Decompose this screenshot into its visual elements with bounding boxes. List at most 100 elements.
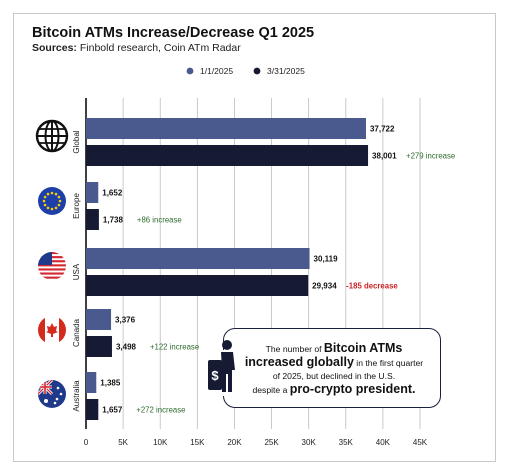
callout-text: The number of Bitcoin ATMs increased glo… — [231, 342, 437, 397]
callout-line2-emphasis: increased globally — [244, 355, 354, 369]
x-tick-label: 10K — [153, 438, 168, 447]
change-label: +279 increase — [406, 152, 455, 161]
bar-value-label: 1,385 — [100, 379, 121, 388]
bar-value-label: 1,652 — [102, 189, 123, 198]
eu-star — [54, 192, 58, 196]
sources-text: Finbold research, Coin ATm Radar — [76, 42, 241, 54]
bar — [86, 209, 99, 230]
bar — [86, 248, 310, 269]
svg-text:$: $ — [211, 368, 219, 383]
bar — [86, 118, 366, 139]
eu-star — [50, 207, 54, 211]
au-star — [55, 397, 59, 401]
bar — [86, 182, 99, 203]
maple-leaf — [46, 323, 58, 337]
x-tick-label: 35K — [339, 438, 354, 447]
category-group-global: 37,722 38,001 +279 increase Global — [72, 118, 455, 166]
ca-flag-body — [38, 316, 66, 344]
bar-value-label: 3,376 — [115, 316, 136, 325]
change-label: +272 increase — [136, 406, 185, 415]
category-group-australia: 1,385 1,657 +272 increase Australia — [72, 372, 186, 420]
eu-star — [46, 192, 50, 196]
category-label: Global — [72, 130, 81, 153]
x-tick-label: 30K — [302, 438, 317, 447]
us-stripe — [38, 264, 66, 267]
bar-value-label: 1,657 — [102, 406, 123, 415]
eu-star — [46, 206, 50, 210]
chart-sources: Sources: Finbold research, Coin ATm Rada… — [32, 42, 241, 54]
us-flag-icon — [38, 252, 66, 280]
bar — [86, 372, 97, 393]
eu-star — [54, 206, 58, 210]
au-star — [59, 392, 63, 396]
legend-label-1: 1/1/2025 — [200, 66, 233, 76]
ca-red-left — [38, 316, 45, 344]
callout-line4-emphasis: pro-crypto president. — [289, 382, 416, 396]
bar-value-label: 38,001 — [372, 152, 397, 161]
bar — [86, 275, 309, 296]
au-star — [56, 386, 60, 390]
category-label: Canada — [72, 318, 81, 347]
category-group-canada: 3,376 3,498 +122 increase Canada — [72, 309, 199, 357]
globe-icon — [35, 119, 69, 153]
us-stripe — [38, 276, 66, 279]
eu-star — [57, 203, 61, 207]
eu-star — [57, 195, 61, 199]
callout-line1-emphasis: Bitcoin ATMs — [323, 341, 403, 355]
bar-value-label: 37,722 — [370, 125, 395, 134]
eu-star — [43, 195, 47, 199]
eu-star — [50, 191, 54, 195]
x-tick-label: 45K — [413, 438, 428, 447]
person-atm-icon: $ — [204, 340, 244, 396]
bar-value-label: 3,498 — [116, 343, 137, 352]
callout-line2-suffix: in the first quarter — [353, 358, 424, 368]
legend: 1/1/2025 3/31/2025 — [186, 66, 305, 76]
change-label: -185 decrease — [346, 282, 398, 291]
chart-title: Bitcoin ATMs Increase/Decrease Q1 2025 — [32, 25, 315, 41]
legend-marker-1 — [186, 67, 194, 75]
bar-value-label: 1,738 — [103, 216, 124, 225]
category-group-europe: 1,652 1,738 +86 increase Europe — [72, 182, 182, 230]
bar-value-label: 29,934 — [312, 282, 337, 291]
au-union-cross-red — [38, 386, 52, 388]
change-label: +122 increase — [150, 343, 199, 352]
x-tick-label: 15K — [190, 438, 205, 447]
legend-marker-2 — [253, 67, 261, 75]
eu-star — [43, 203, 47, 207]
bar — [86, 399, 99, 420]
x-tick-label: 0 — [84, 438, 89, 447]
callout-line4-prefix: despite a — [252, 385, 290, 395]
ca-red-right — [59, 316, 66, 344]
category-label: Australia — [72, 380, 81, 412]
us-stripe — [38, 272, 66, 275]
sources-label: Sources: — [32, 42, 77, 54]
eu-star — [42, 199, 46, 203]
category-label: Europe — [72, 193, 81, 219]
us-stripe — [38, 268, 66, 271]
us-canton — [38, 252, 52, 265]
change-label: +86 increase — [137, 216, 182, 225]
bar-value-label: 30,119 — [314, 255, 339, 264]
x-tick-label: 25K — [264, 438, 279, 447]
eu-flag-icon — [38, 187, 66, 215]
bar — [86, 145, 369, 166]
us-flag-body — [38, 252, 66, 280]
category-label: USA — [72, 263, 81, 280]
canada-flag-icon — [38, 316, 66, 344]
eu-flag-disc — [38, 187, 66, 215]
au-star — [44, 399, 48, 403]
australia-flag-icon — [38, 380, 66, 408]
au-flag-body — [38, 380, 66, 408]
callout: $ The number of Bitcoin ATMs increased g… — [203, 328, 441, 408]
x-tick-label: 20K — [227, 438, 242, 447]
au-star — [53, 401, 57, 405]
callout-line1-prefix: The number of — [265, 344, 324, 354]
x-tick-label: 40K — [376, 438, 391, 447]
bar — [86, 336, 112, 357]
category-group-usa: 30,119 29,934 -185 decrease USA — [72, 248, 398, 296]
x-tick-label: 5K — [118, 438, 128, 447]
legend-label-2: 3/31/2025 — [267, 66, 305, 76]
eu-star — [58, 199, 62, 203]
callout-line3: of 2025, but declined in the U.S. — [272, 371, 396, 381]
